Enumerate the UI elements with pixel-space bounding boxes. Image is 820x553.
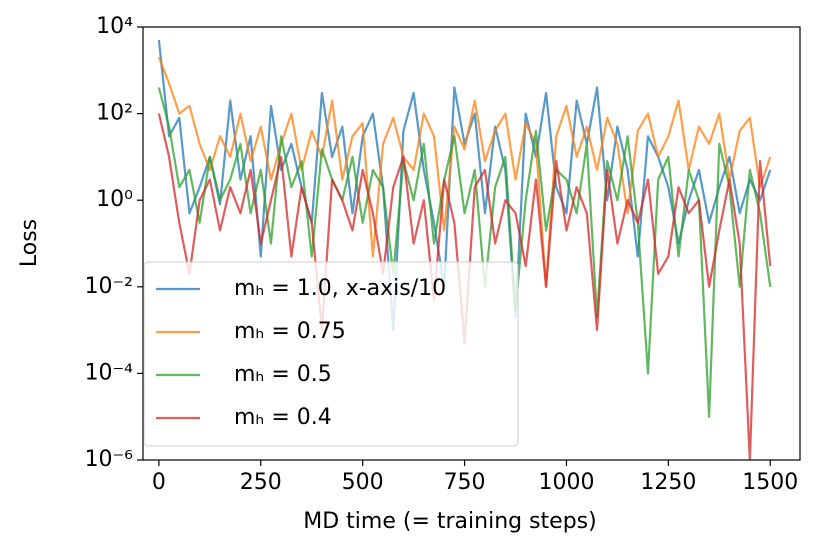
y-axis-label: Loss [17, 219, 42, 267]
x-tick-label: 1000 [538, 470, 594, 495]
x-tick-label: 1500 [742, 470, 798, 495]
legend: mₕ = 1.0, x-axis/10 mₕ = 0.75 mₕ = 0.5 mₕ =… [143, 261, 519, 447]
y-tick-label: 10⁴ [96, 14, 133, 39]
y-tick-label: 10⁻⁶ [85, 447, 134, 472]
x-axis-label: MD time (= training steps) [303, 509, 596, 534]
y-tick-label: 10⁰ [96, 187, 133, 212]
y-tick-label: 10⁻² [85, 274, 133, 299]
x-tick-label: 1250 [640, 470, 696, 495]
legend-label: mₕ = 1.0, x-axis/10 [234, 276, 446, 301]
plot-frame [142, 26, 801, 461]
legend-box [143, 261, 519, 447]
x-tick-label: 0 [152, 470, 166, 495]
series-line [157, 56, 772, 288]
x-tick-label: 250 [240, 470, 282, 495]
series-line [157, 87, 772, 418]
y-tick-label: 10² [96, 101, 133, 126]
series-line [157, 39, 772, 332]
x-tick-label: 750 [444, 470, 486, 495]
legend-label: mₕ = 0.4 [234, 405, 332, 430]
legend-label: mₕ = 0.5 [234, 362, 332, 387]
legend-label: mₕ = 0.75 [234, 319, 346, 344]
y-tick-label: 10⁻⁴ [85, 360, 134, 385]
x-tick-label: 500 [342, 470, 384, 495]
